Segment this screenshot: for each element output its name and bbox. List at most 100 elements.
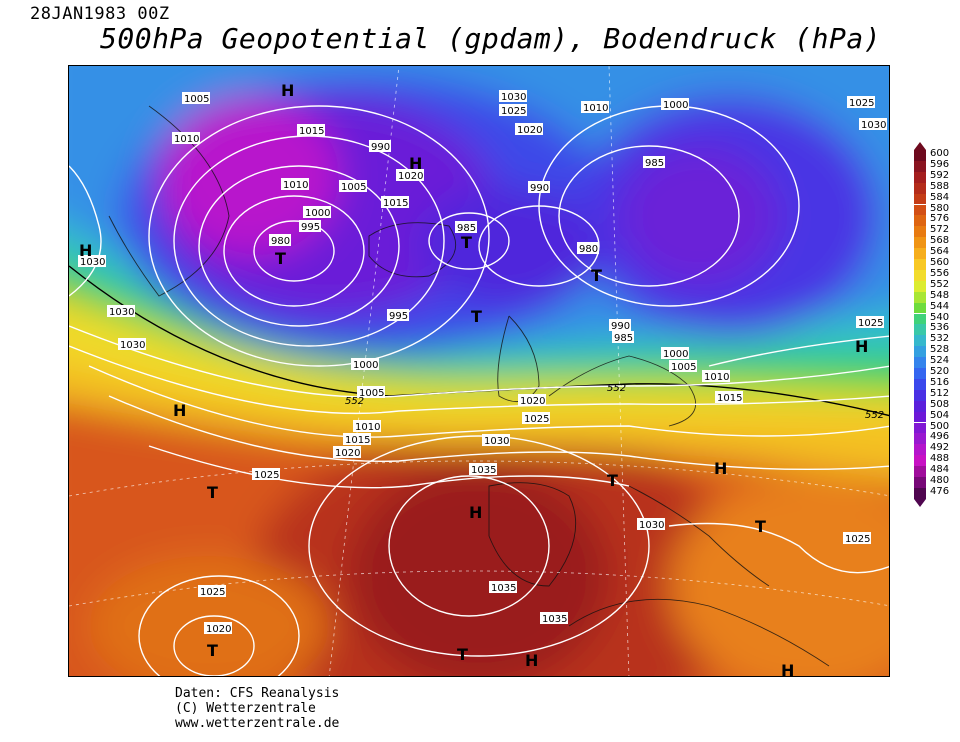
legend-tick-label: 492 [930, 442, 950, 454]
high-marker: H [714, 459, 727, 478]
isobar-label: 1025 [843, 532, 871, 545]
isobar-label: 1015 [715, 391, 743, 404]
legend-swatch [914, 466, 926, 477]
legend-tick-label: 560 [930, 257, 950, 268]
isobar-label: 1030 [482, 434, 510, 447]
low-marker: T [471, 307, 482, 326]
svg-text:1025: 1025 [845, 534, 870, 545]
svg-text:1010: 1010 [174, 134, 199, 145]
legend-swatch [914, 455, 926, 467]
legend-swatch [914, 357, 926, 368]
isobar-label: 1005 [339, 180, 367, 193]
svg-text:1000: 1000 [305, 208, 330, 219]
isobars [69, 105, 889, 676]
isobar-label: 1000 [661, 98, 689, 111]
legend-swatch [914, 193, 926, 205]
low-marker: T [591, 266, 602, 285]
isobar-label: 1000 [661, 347, 689, 360]
isobar-label: 990 [528, 181, 550, 194]
svg-text:990: 990 [371, 142, 390, 153]
legend-swatch [914, 346, 926, 358]
legend-tick-label: 496 [930, 431, 950, 443]
svg-text:1030: 1030 [639, 520, 664, 531]
legend-tick-label: 516 [930, 376, 950, 388]
legend-swatch [914, 291, 926, 303]
svg-text:1030: 1030 [109, 307, 134, 318]
legend-swatch [914, 160, 926, 172]
legend-swatch [914, 182, 926, 194]
isobar-label: 1035 [469, 463, 497, 476]
legend-swatch [914, 477, 926, 488]
svg-text:1015: 1015 [717, 393, 742, 404]
svg-text:1015: 1015 [383, 198, 408, 209]
coastlines [108, 105, 830, 667]
svg-text:1020: 1020 [335, 448, 360, 459]
legend-swatch [914, 433, 926, 445]
legend-swatch [914, 313, 926, 325]
legend-swatch [914, 171, 926, 183]
legend-tick-label: 532 [930, 333, 950, 345]
legend-swatch [914, 444, 926, 456]
svg-text:1010: 1010 [355, 422, 380, 433]
low-marker: T [207, 641, 218, 660]
svg-text:1015: 1015 [345, 435, 370, 446]
legend-tick-label: 528 [930, 344, 950, 356]
svg-text:1015: 1015 [299, 126, 324, 137]
isobar-label: 1030 [499, 90, 527, 103]
legend-tick-label: 596 [930, 158, 950, 170]
svg-text:1020: 1020 [206, 624, 231, 635]
svg-text:1035: 1035 [542, 614, 567, 625]
isobar-label: 1025 [522, 412, 550, 425]
legend-tick-label: 520 [930, 366, 950, 377]
legend-swatch [914, 204, 926, 216]
legend-tick-label: 476 [930, 485, 950, 497]
legend-swatch [914, 422, 926, 434]
legend-tick-label: 592 [930, 169, 950, 181]
legend-tick-label: 564 [930, 246, 950, 258]
isobar-label: 990 [369, 140, 391, 153]
isobar-label: 1030 [118, 338, 146, 351]
svg-text:1030: 1030 [861, 120, 886, 131]
isobar-label: 995 [387, 309, 409, 322]
legend-tick-label: 548 [930, 289, 950, 301]
svg-text:1030: 1030 [80, 257, 105, 268]
legend-tick-label: 536 [930, 322, 950, 334]
svg-text:985: 985 [614, 333, 633, 344]
svg-text:1030: 1030 [120, 340, 145, 351]
legend-swatch [914, 302, 926, 314]
isobar-label: 980 [577, 242, 599, 255]
legend-tick-label: 580 [930, 202, 950, 214]
legend-swatch [914, 259, 926, 270]
legend-swatch [914, 487, 926, 499]
legend-tick-label: 500 [930, 420, 950, 432]
contour-552-label: 552 [865, 410, 884, 421]
isobar-label: 980 [269, 234, 291, 247]
legend-swatch [914, 150, 926, 161]
legend-swatch [914, 335, 926, 347]
legend-tick-label: 512 [930, 387, 950, 399]
isobar-label: 1025 [856, 316, 884, 329]
svg-text:1020: 1020 [398, 171, 423, 182]
high-marker: H [855, 337, 868, 356]
legend-tick-label: 540 [930, 311, 950, 323]
svg-text:995: 995 [301, 222, 320, 233]
credit-website[interactable]: www.wetterzentrale.de [175, 716, 340, 731]
isobar-label: 1025 [499, 104, 527, 117]
legend-tick-label: 572 [930, 224, 950, 236]
svg-text:985: 985 [457, 223, 476, 234]
legend-tick-label: 588 [930, 180, 950, 192]
isobar-label: 990 [609, 319, 631, 332]
svg-text:1005: 1005 [359, 388, 384, 399]
isobar-label: 1020 [396, 169, 424, 182]
isobar-label: 1010 [172, 132, 200, 145]
isobar-label: 1015 [343, 433, 371, 446]
isobar-label: 1000 [351, 358, 379, 371]
svg-text:980: 980 [271, 236, 290, 247]
isobar-label: 1025 [847, 96, 875, 109]
legend-tick-label: 524 [930, 355, 950, 367]
isobar-label: 995 [299, 220, 321, 233]
pressure-centers: H T H T T T H H H T H T H T H H H H T H … [79, 81, 868, 676]
weather-map-canvas: 1005 1010 1015 1030 1025 1020 1010 1000 … [69, 66, 889, 676]
svg-text:1000: 1000 [353, 360, 378, 371]
legend-swatch [914, 400, 926, 412]
